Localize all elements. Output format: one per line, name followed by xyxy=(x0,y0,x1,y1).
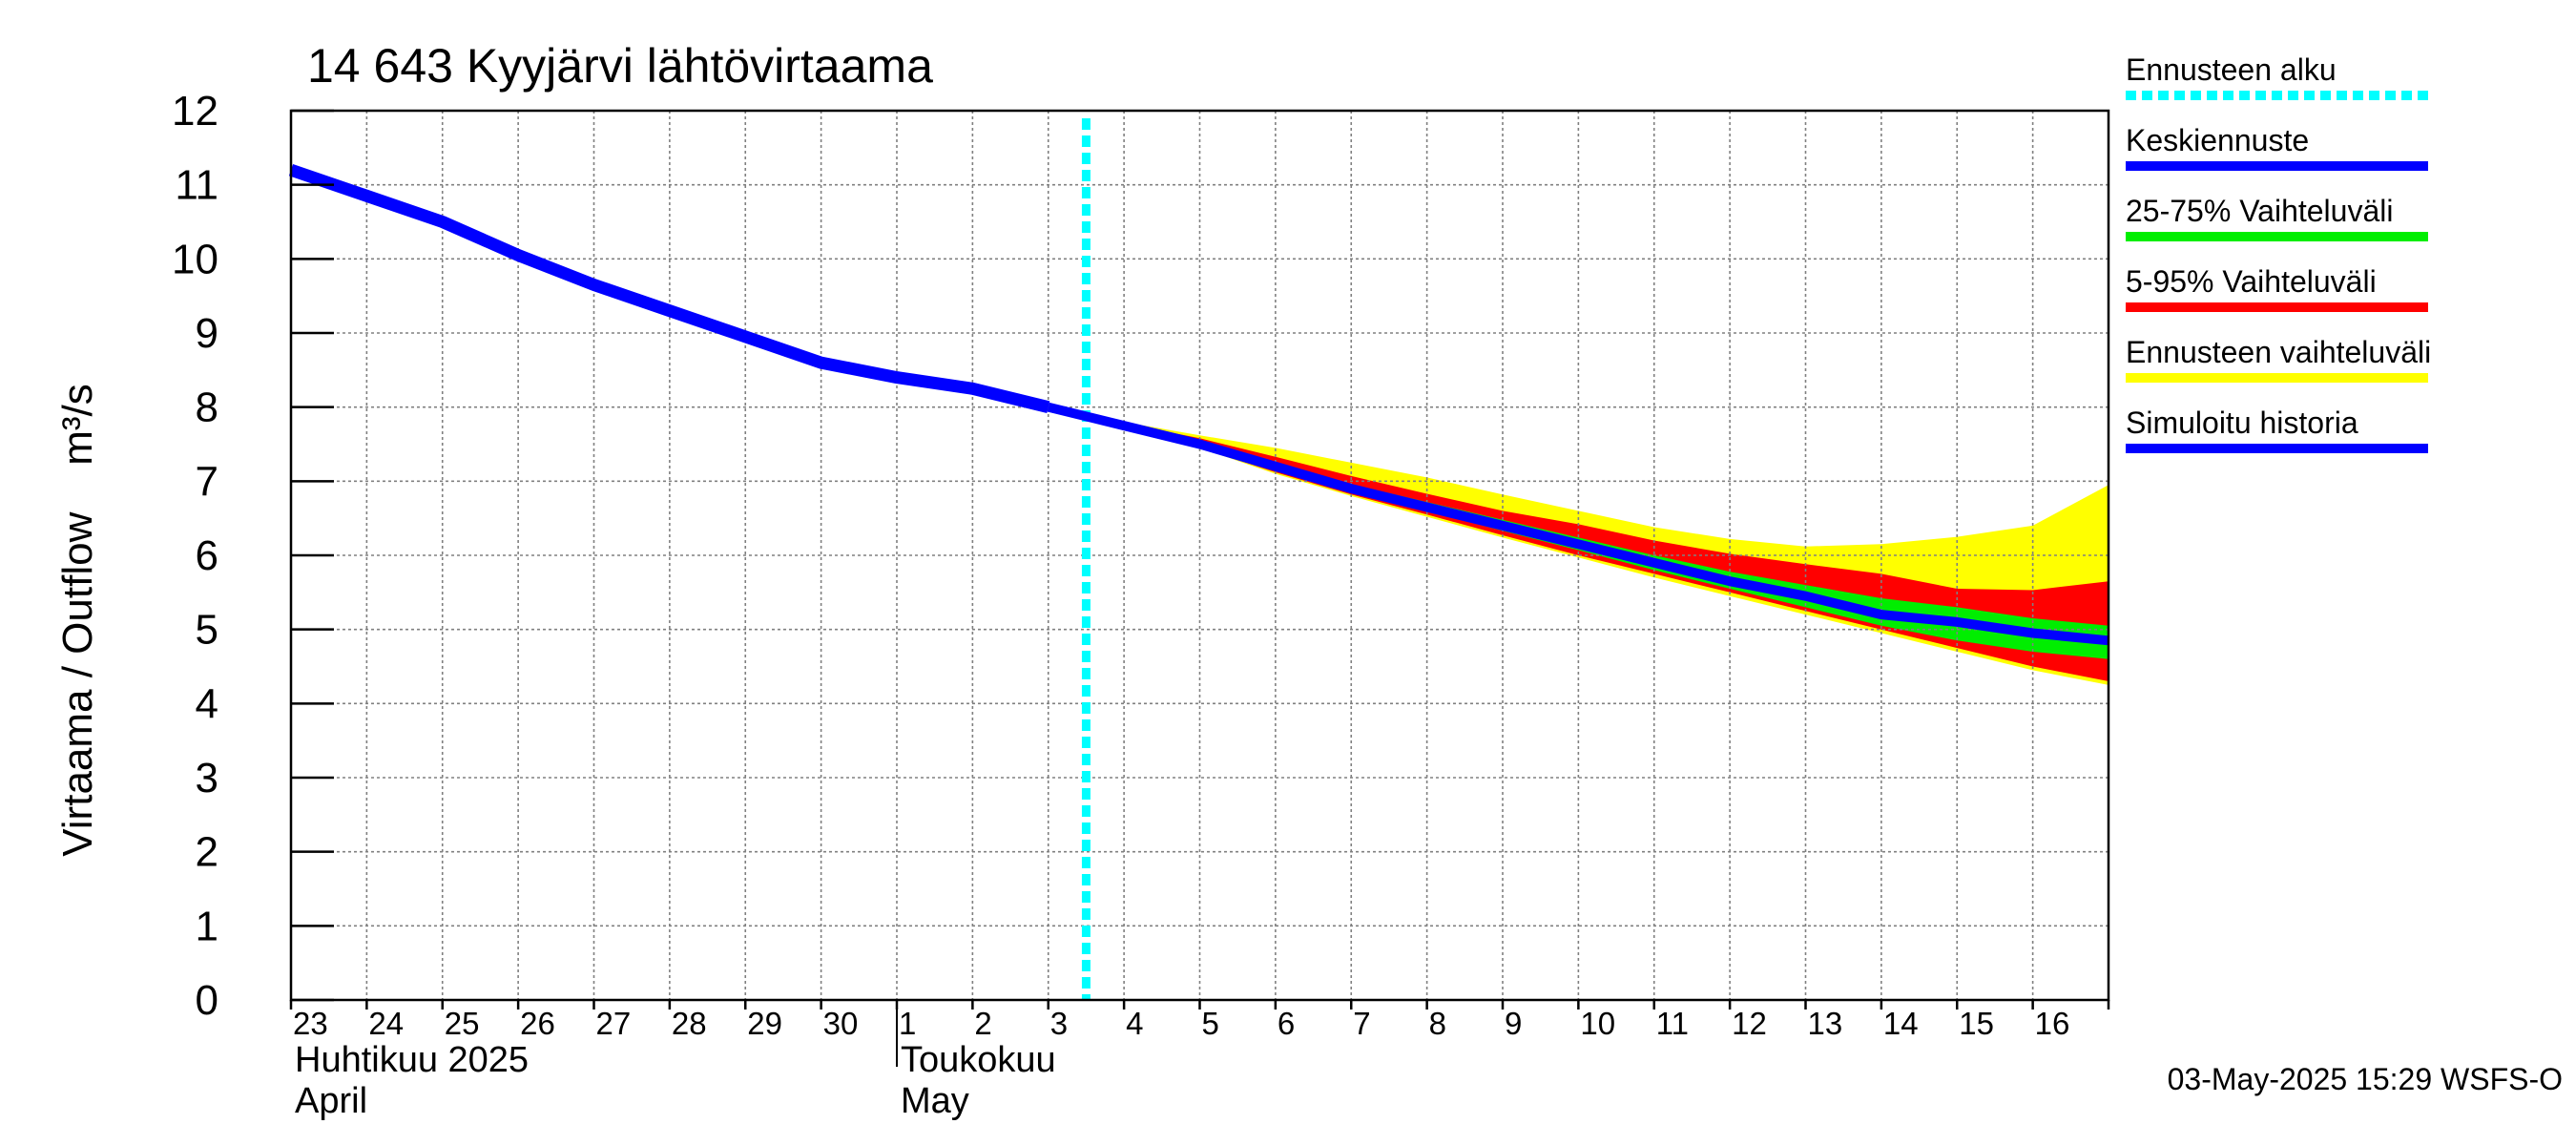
x-tick-label: 1 xyxy=(899,1006,916,1041)
y-tick-label: 8 xyxy=(196,385,218,431)
x-tick-label: 11 xyxy=(1656,1006,1689,1041)
x-tick-label: 3 xyxy=(1050,1006,1068,1041)
range-25-75-band xyxy=(1048,406,2109,659)
legend-label: 5-95% Vaihteluväli xyxy=(2126,264,2377,299)
y-axis-label: Virtaama / Outflow m³/s xyxy=(54,384,101,857)
y-tick-label: 7 xyxy=(196,458,218,505)
month-label-line1: Huhtikuu 2025 xyxy=(295,1040,529,1080)
y-tick-label: 9 xyxy=(196,310,218,357)
x-tick-label: 8 xyxy=(1429,1006,1446,1041)
x-tick-label: 12 xyxy=(1732,1006,1767,1041)
x-tick-label: 15 xyxy=(1959,1006,1994,1041)
y-tick-label: 1 xyxy=(196,903,218,949)
month-label-line2: April xyxy=(295,1081,367,1121)
legend-label: Ennusteen vaihteluväli xyxy=(2126,335,2431,369)
x-tick-label: 13 xyxy=(1808,1006,1843,1041)
y-tick-label: 2 xyxy=(196,829,218,876)
legend-label: Keskiennuste xyxy=(2126,123,2309,157)
y-tick-label: 11 xyxy=(175,162,218,209)
legend-label: 25-75% Vaihteluväli xyxy=(2126,194,2393,228)
month-label-line2: May xyxy=(901,1081,969,1121)
median-forecast-line xyxy=(1047,402,2109,646)
y-tick-label: 12 xyxy=(172,88,218,135)
x-tick-label: 25 xyxy=(445,1006,480,1041)
x-tick-label: 14 xyxy=(1883,1006,1919,1041)
x-tick-label: 10 xyxy=(1580,1006,1615,1041)
legend-label: Simuloitu historia xyxy=(2126,406,2358,440)
simulated-history-line xyxy=(288,163,1050,414)
footer-timestamp: 03-May-2025 15:29 WSFS-O xyxy=(2168,1062,2563,1096)
x-tick-label: 4 xyxy=(1126,1006,1143,1041)
x-tick-label: 27 xyxy=(596,1006,632,1041)
y-tick-label: 10 xyxy=(172,236,218,282)
x-tick-label: 16 xyxy=(2035,1006,2070,1041)
x-tick-label: 6 xyxy=(1278,1006,1295,1041)
x-tick-label: 7 xyxy=(1353,1006,1370,1041)
x-tick-label: 29 xyxy=(747,1006,782,1041)
y-tick-label: 3 xyxy=(196,755,218,802)
x-tick-label: 26 xyxy=(520,1006,555,1041)
series-lines xyxy=(288,118,2109,1000)
x-tick-label: 5 xyxy=(1202,1006,1219,1041)
legend: Ennusteen alku Keskiennuste 25-75% Vaihtel… xyxy=(2126,52,2431,453)
x-tick-label: 24 xyxy=(368,1006,404,1041)
x-tick-label: 9 xyxy=(1505,1006,1522,1041)
y-tick-label: 5 xyxy=(196,607,218,654)
x-tick-label: 23 xyxy=(293,1006,328,1041)
x-tick-labels: 23 24 25 26 27 28 29 30 1 2 3 4 5 6 7 8 9 10 11 12 13 14 15 16 xyxy=(293,1006,2069,1041)
y-tick-label: 0 xyxy=(196,977,218,1024)
x-tick-label: 28 xyxy=(672,1006,707,1041)
grid-lines xyxy=(291,111,2109,1000)
month-label-line1: Toukokuu xyxy=(901,1040,1056,1080)
chart-title: 14 643 Kyyjärvi lähtövirtaama xyxy=(307,39,933,93)
axes xyxy=(289,109,2110,1067)
y-tick-label: 6 xyxy=(196,532,218,579)
legend-label: Ennusteen alku xyxy=(2126,52,2337,87)
x-tick-label: 30 xyxy=(823,1006,859,1041)
y-tick-label: 4 xyxy=(196,680,218,727)
x-tick-label: 2 xyxy=(974,1006,991,1041)
